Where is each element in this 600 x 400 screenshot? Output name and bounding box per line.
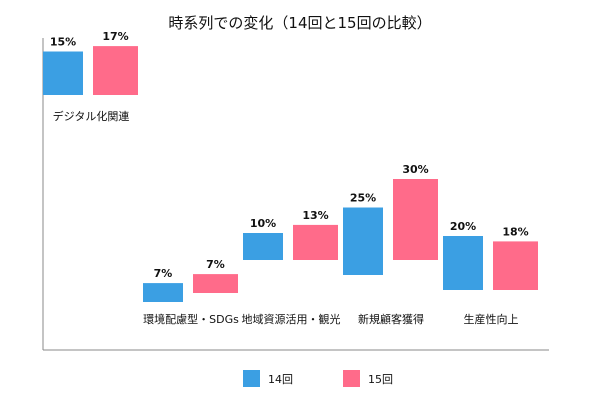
category-label-1: 環境配慮型・SDGs [143,312,239,326]
value-label-4-1: 18% [502,225,528,238]
category-label-2: 地域資源活用・観光 [242,312,341,326]
bars-layer [43,46,538,302]
legend-label-1: 15回 [368,373,393,386]
legend-label-0: 14回 [268,373,293,386]
legend-swatch-0 [243,370,260,387]
value-label-2-1: 13% [302,209,328,222]
value-label-3-0: 25% [350,192,376,205]
bar-2-0 [243,233,283,260]
bar-4-1 [493,241,538,290]
category-label-0: デジタル化関連 [53,109,130,123]
value-label-2-0: 10% [250,217,276,230]
value-label-1-1: 7% [206,258,225,271]
value-label-4-0: 20% [450,220,476,233]
chart-title: 時系列での変化（14回と15回の比較） [168,14,431,32]
bar-3-0 [343,207,383,275]
legend-swatch-1 [343,370,360,387]
bar-0-0 [43,51,83,95]
value-label-1-0: 7% [154,267,173,280]
bar-3-1 [393,179,438,260]
bar-1-0 [143,283,183,302]
category-label-4: 生産性向上 [464,312,519,326]
value-label-0-0: 15% [50,36,76,49]
bar-0-1 [93,46,138,95]
category-label-3: 新規顧客獲得 [358,312,424,326]
value-label-3-1: 30% [402,163,428,176]
legend: 14回 15回 [243,370,393,387]
value-label-0-1: 17% [102,30,128,43]
bar-4-0 [443,236,483,290]
bar-2-1 [293,224,338,260]
labels-layer: 15% 17% デジタル化関連 7% 7% 環境配慮型・SDGs 10% 13% 地域資源活用・… [50,30,529,326]
bar-1-1 [193,274,238,293]
